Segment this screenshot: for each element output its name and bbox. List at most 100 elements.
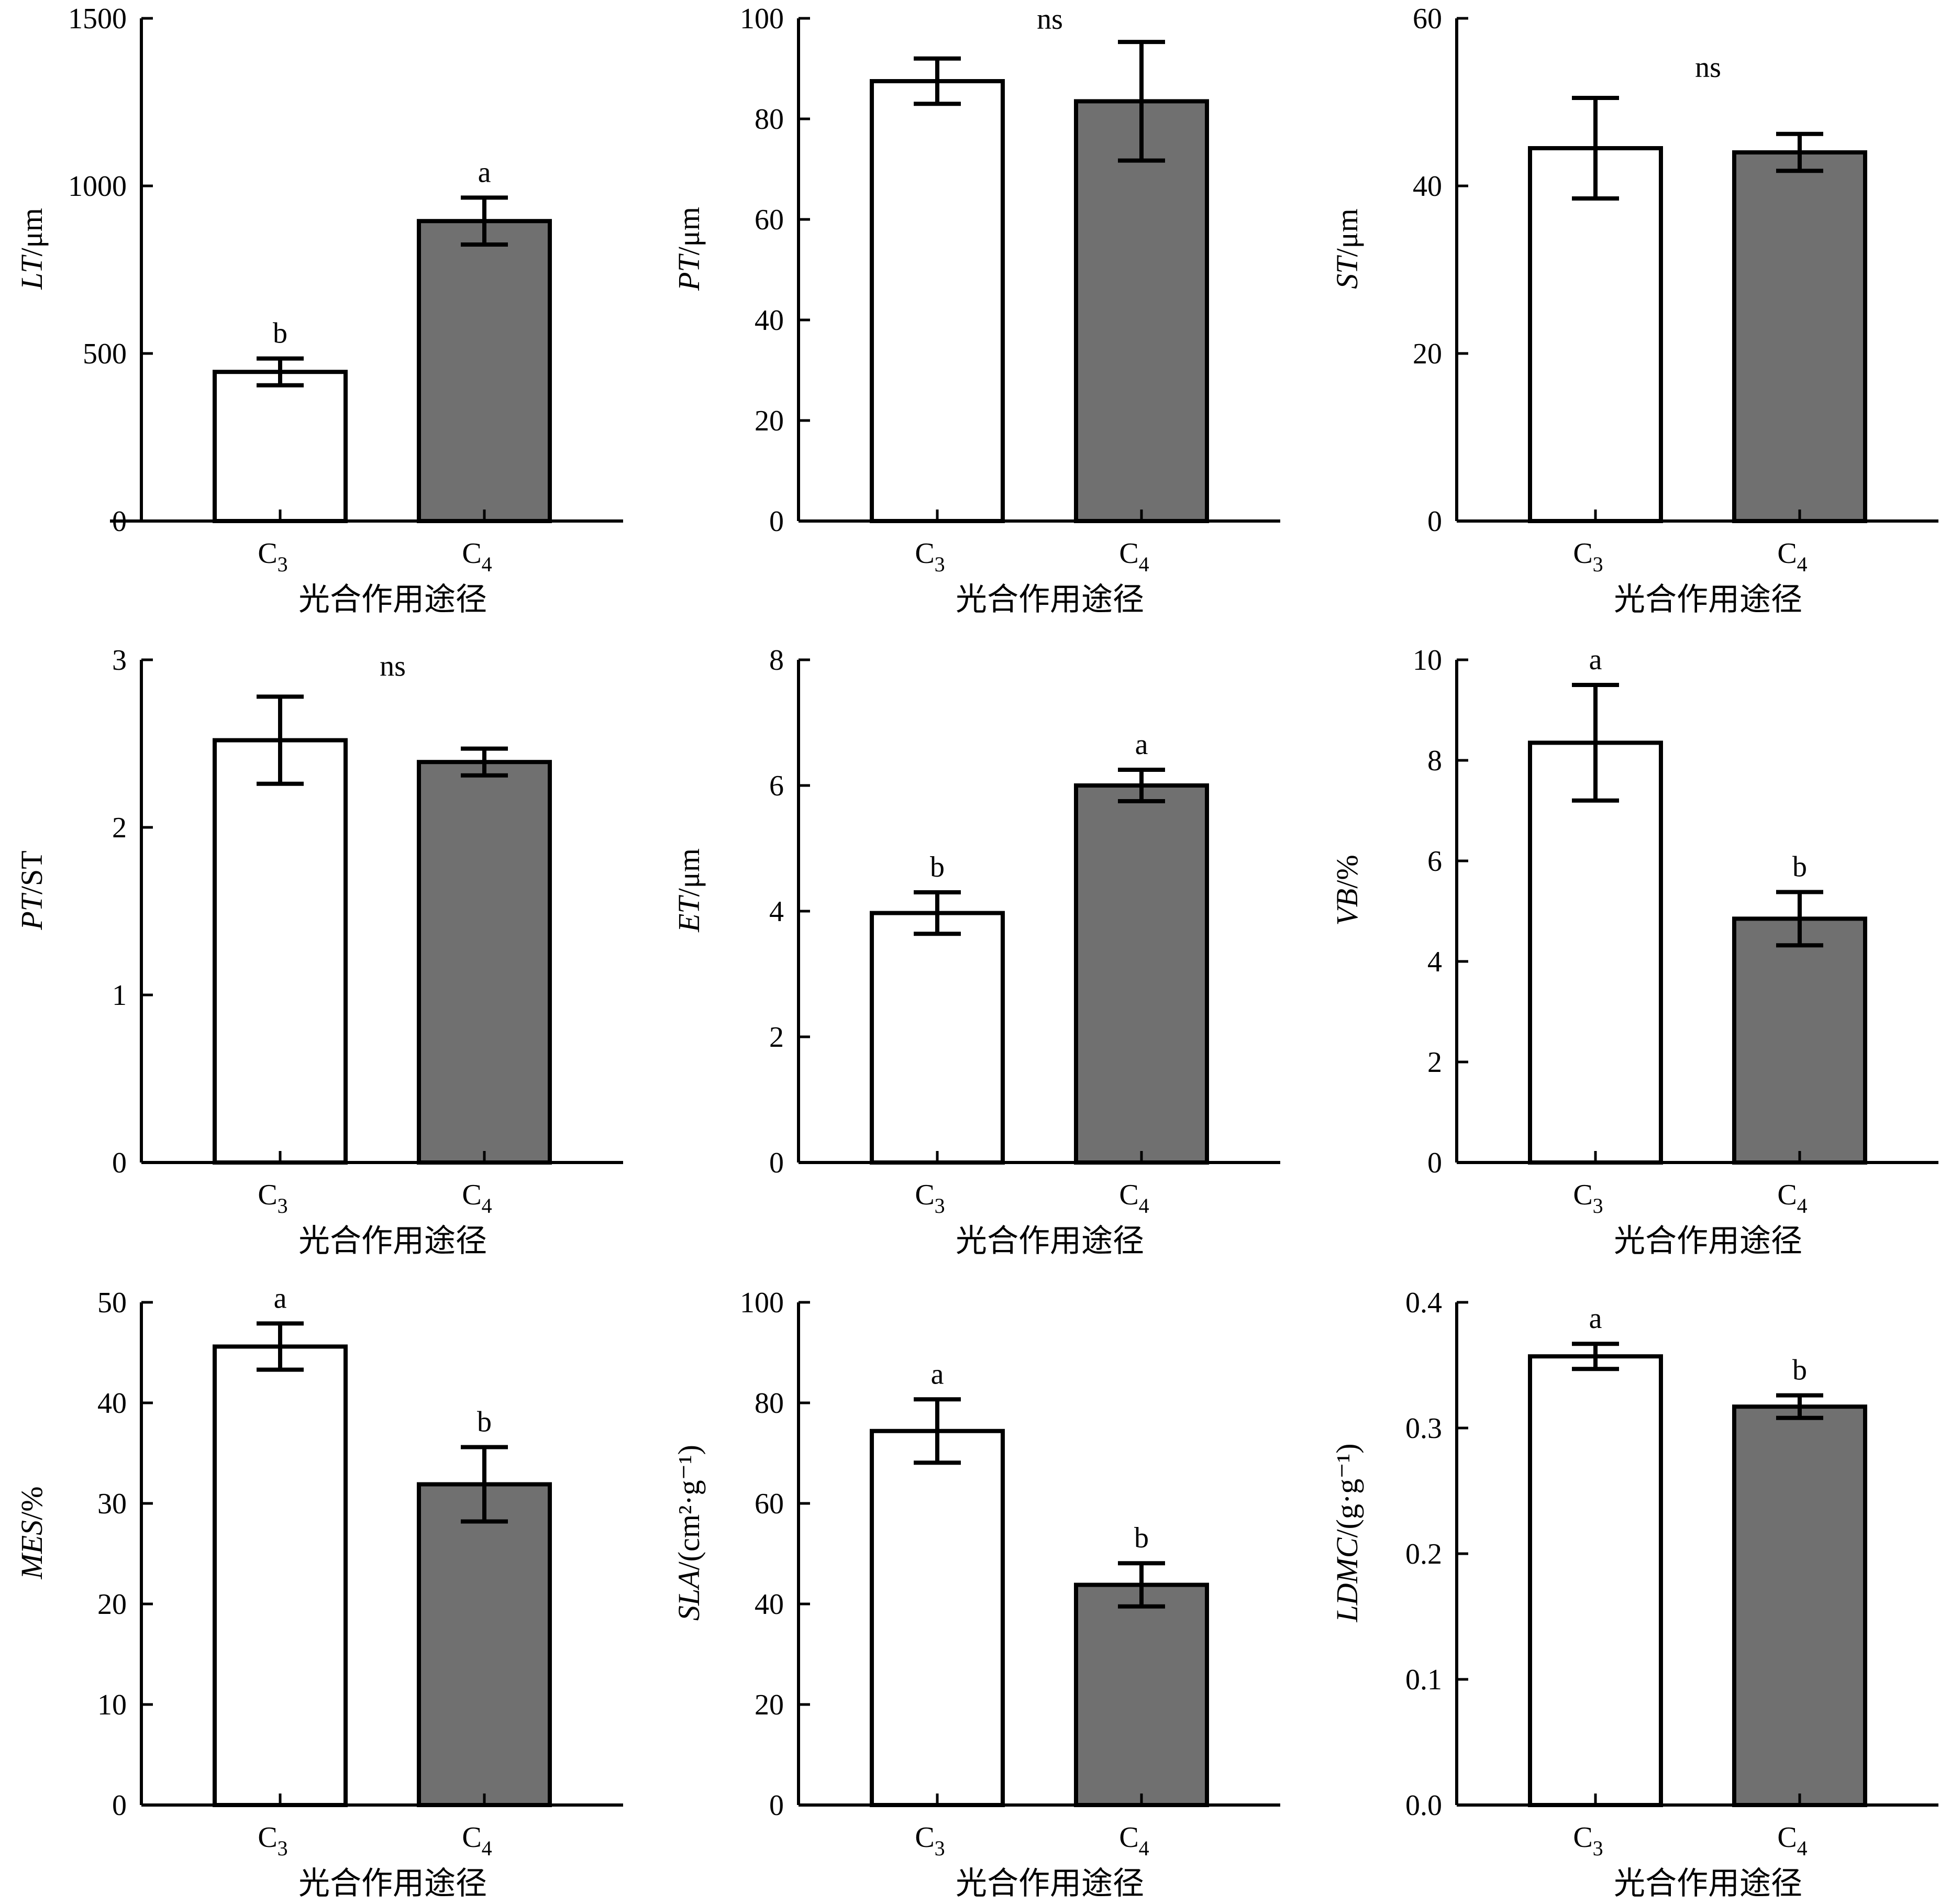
x-tick-label-c4: C4 [1777, 1821, 1807, 1860]
y-tick-label: 20 [97, 1588, 127, 1621]
y-tick-label: 1500 [68, 3, 127, 35]
chart-panel-9: 0.0 0.1 0.2 0.3 0.4 C3 a C4 b 光合作用途径 LDMC/(g·g⁻¹) [1330, 1287, 1938, 1902]
y-tick-label: 60 [755, 204, 784, 236]
y-tick-label: 100 [740, 3, 784, 35]
y-tick-label: 0 [769, 505, 784, 538]
significance-label: b [1134, 1522, 1149, 1554]
bar-c4 [1074, 1582, 1209, 1808]
y-tick-label: 0.4 [1405, 1287, 1442, 1319]
x-tick-label-c3: C3 [1573, 1179, 1603, 1217]
x-tick-label-c4: C4 [462, 1821, 492, 1860]
x-tick-label-c3: C3 [1573, 537, 1603, 576]
significance-label: b [273, 317, 287, 350]
bar-c3 [1528, 1354, 1663, 1807]
significance-label: a [274, 1282, 287, 1314]
significance-label: a [1589, 644, 1602, 676]
significance-label: a [478, 156, 491, 189]
x-tick-label-c3: C3 [915, 1821, 945, 1860]
y-tick-label: 0.0 [1405, 1789, 1442, 1822]
y-axis-title: ST/μm [1330, 208, 1364, 289]
chart-panel-3: 0 20 40 60 C3 C4 ns 光合作用途径 ST/μm [1330, 3, 1938, 618]
significance-ns: ns [1695, 51, 1721, 84]
y-tick-label: 0 [112, 505, 127, 538]
y-tick-label: 80 [755, 1387, 784, 1420]
x-axis-title: 光合作用途径 [298, 1865, 487, 1902]
y-tick-label: 0 [112, 1147, 127, 1179]
x-axis-title: 光合作用途径 [298, 1223, 487, 1259]
y-tick-label: 0 [1427, 505, 1442, 538]
y-tick-label: 4 [1427, 946, 1442, 978]
bar-c3 [870, 79, 1005, 523]
y-axis-title: VB/% [1330, 855, 1364, 925]
y-tick-label: 6 [769, 770, 784, 802]
x-tick-label-c4: C4 [1119, 1179, 1149, 1217]
bar-c3 [213, 738, 348, 1165]
bar-c3 [870, 911, 1005, 1165]
y-tick-label: 0.1 [1405, 1664, 1442, 1696]
x-axis-title: 光合作用途径 [956, 581, 1144, 618]
y-tick-label: 10 [1413, 644, 1442, 677]
y-tick-label: 80 [755, 103, 784, 136]
x-axis-title: 光合作用途径 [956, 1223, 1144, 1259]
significance-label: b [930, 851, 945, 883]
x-axis-title: 光合作用途径 [298, 581, 487, 618]
y-tick-label: 100 [740, 1287, 784, 1319]
significance-label: a [1135, 728, 1148, 761]
y-tick-label: 0.3 [1405, 1412, 1442, 1445]
x-axis-title: 光合作用途径 [1614, 581, 1802, 618]
y-tick-label: 0 [1427, 1147, 1442, 1179]
bar-c3 [213, 370, 348, 523]
y-tick-label: 2 [112, 812, 127, 844]
y-tick-label: 8 [1427, 745, 1442, 777]
y-tick-label: 60 [755, 1488, 784, 1520]
chart-panel-8: 0 20 40 60 80 100 C3 a C4 b 光合作用途径 SLA/(cm²·g⁻¹) [672, 1287, 1280, 1902]
y-axis-title: LT/μm [15, 208, 49, 290]
chart-panel-1: 0 500 1000 1500 C3 b C4 a 光合作用途径 LT/μm [15, 3, 623, 618]
bar-c4 [1732, 916, 1867, 1165]
y-tick-label: 50 [97, 1287, 127, 1319]
bar-c4 [1074, 99, 1209, 523]
y-axis-title: PT/μm [672, 207, 706, 291]
y-tick-label: 40 [97, 1387, 127, 1420]
chart-panel-2: 0 20 40 60 80 100 C3 C4 ns 光合作用途径 PT/μm [672, 3, 1280, 618]
y-tick-label: 40 [755, 1588, 784, 1621]
y-tick-label: 6 [1427, 845, 1442, 878]
bar-c4 [1732, 150, 1867, 523]
bar-c3 [1528, 740, 1663, 1165]
bar-c4 [417, 1482, 552, 1807]
x-tick-label-c4: C4 [1119, 1821, 1149, 1860]
x-tick-label-c3: C3 [915, 537, 945, 576]
y-axis-title: SLA/(cm²·g⁻¹) [672, 1445, 706, 1621]
significance-label: b [1792, 1354, 1807, 1387]
y-tick-label: 20 [755, 1689, 784, 1721]
y-tick-label: 2 [769, 1021, 784, 1054]
y-axis-title: PT/ST [15, 850, 49, 931]
significance-label: b [1792, 851, 1807, 883]
y-tick-label: 10 [97, 1689, 127, 1721]
bar-c4 [1732, 1404, 1867, 1807]
y-tick-label: 500 [83, 338, 127, 370]
x-axis-title: 光合作用途径 [956, 1865, 1144, 1902]
y-tick-label: 8 [769, 644, 784, 677]
bar-c4 [417, 760, 552, 1165]
y-tick-label: 3 [112, 644, 127, 677]
bar-c3 [213, 1344, 348, 1807]
y-tick-label: 40 [1413, 170, 1442, 203]
x-tick-label-c4: C4 [462, 537, 492, 576]
significance-label: a [1589, 1302, 1602, 1335]
chart-panel-4: 0 1 2 3 C3 C4 ns 光合作用途径 PT/ST [15, 644, 623, 1259]
x-axis-title: 光合作用途径 [1614, 1865, 1802, 1902]
y-tick-label: 0 [769, 1147, 784, 1179]
significance-ns: ns [1037, 3, 1063, 36]
y-tick-label: 30 [97, 1488, 127, 1520]
bar-c3 [1528, 146, 1663, 523]
y-tick-label: 20 [755, 405, 784, 437]
significance-label: a [931, 1358, 944, 1390]
y-tick-label: 1 [112, 979, 127, 1012]
y-tick-label: 0 [769, 1789, 784, 1822]
y-tick-label: 0.2 [1405, 1538, 1442, 1570]
y-tick-label: 4 [769, 895, 784, 928]
x-tick-label-c3: C3 [258, 537, 287, 576]
y-tick-label: 0 [112, 1789, 127, 1822]
